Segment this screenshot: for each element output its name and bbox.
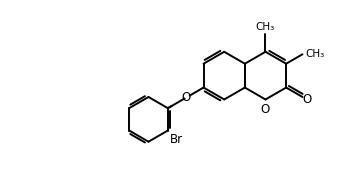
Text: O: O	[302, 93, 311, 106]
Text: CH₃: CH₃	[306, 49, 325, 59]
Text: CH₃: CH₃	[256, 22, 275, 32]
Text: O: O	[261, 103, 270, 116]
Text: O: O	[182, 91, 191, 104]
Text: Br: Br	[170, 133, 183, 146]
